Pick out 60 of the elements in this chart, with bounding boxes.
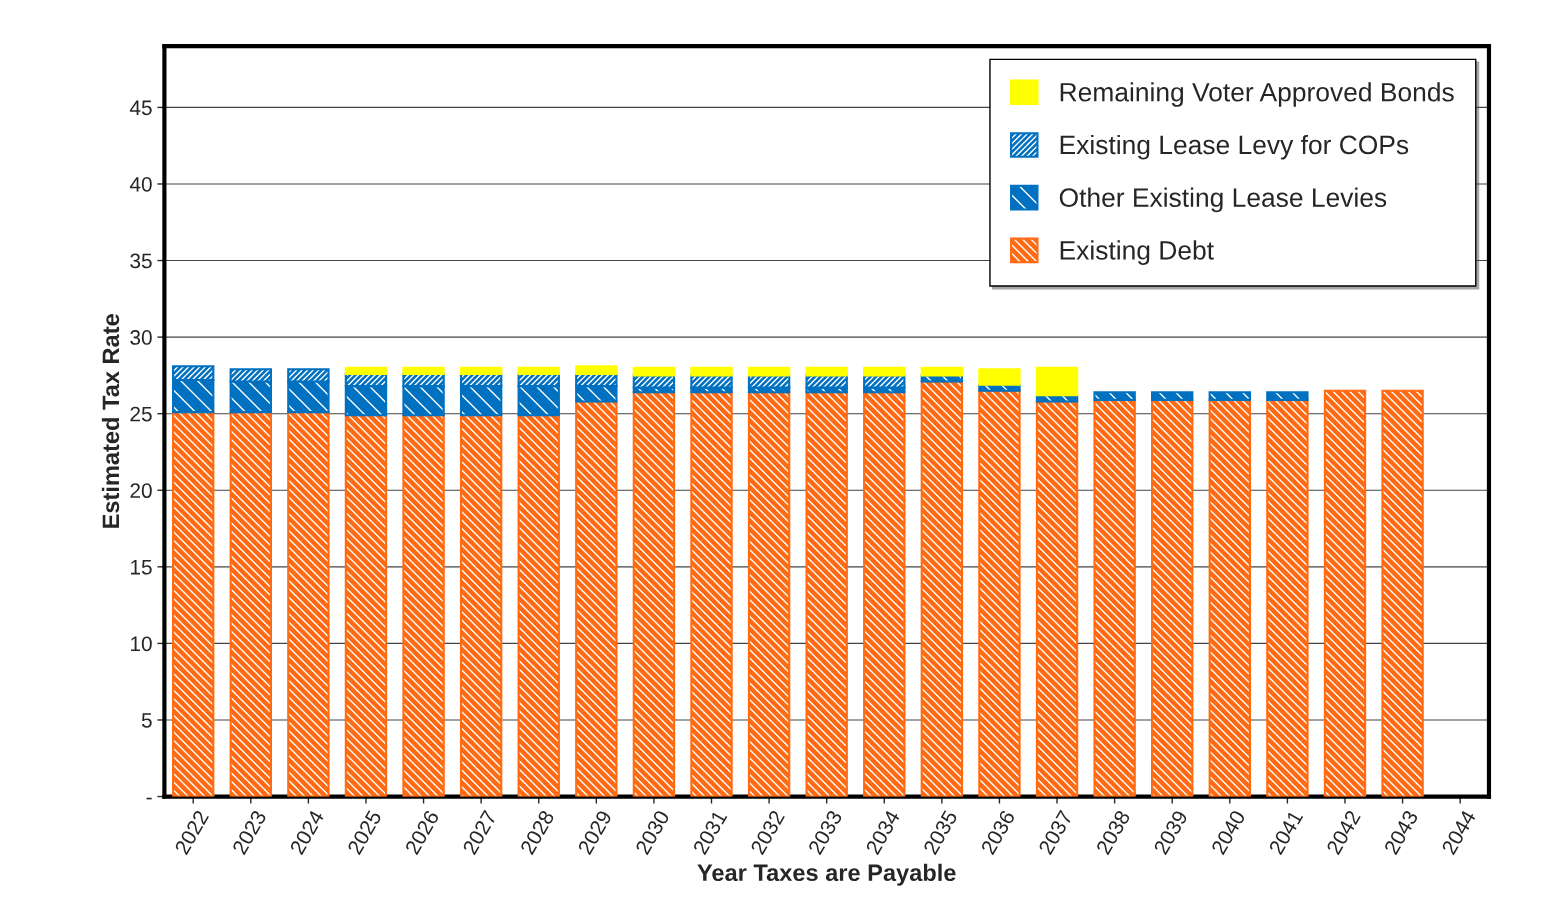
bar (344, 366, 388, 375)
bar (920, 366, 964, 377)
bar (863, 366, 906, 377)
bar (690, 374, 733, 389)
bar (1035, 366, 1079, 397)
bar (805, 366, 848, 377)
bar (575, 365, 618, 375)
bar (978, 368, 1021, 386)
legend-label: Existing Debt (1060, 240, 1214, 265)
bar (690, 391, 733, 797)
y-tick-label: 10 (131, 636, 152, 652)
y-axis-title: Estimated Tax Rate (101, 314, 120, 528)
bar (229, 411, 272, 797)
bar (1266, 391, 1309, 401)
y-tick-label: 15 (131, 560, 152, 575)
y-tick-label: - (146, 797, 152, 800)
y-tick-label: 35 (130, 253, 152, 269)
y-tick-label: 45 (129, 100, 152, 116)
bar (920, 380, 964, 797)
bar (344, 414, 388, 797)
bar (1093, 398, 1136, 797)
bar (1093, 391, 1136, 401)
x-axis-title: Year Taxes are Payable (697, 863, 956, 886)
bar (747, 374, 791, 389)
bar (1381, 389, 1424, 797)
bar (632, 391, 676, 797)
bar (805, 391, 848, 797)
bar (978, 389, 1021, 797)
legend-label: Other Existing Lease Levies (1059, 187, 1387, 213)
bar (1208, 391, 1251, 401)
bar (632, 366, 676, 377)
y-tick-label: 40 (129, 176, 152, 192)
bar (747, 366, 791, 377)
bar (1035, 400, 1079, 797)
bar (402, 366, 445, 375)
bar (1151, 398, 1194, 797)
bar (1151, 391, 1194, 401)
bar (690, 366, 733, 377)
legend-label: Existing Lease Levy for COPs (1060, 134, 1409, 160)
bar (805, 374, 848, 389)
bar (863, 374, 906, 389)
bar (172, 411, 215, 797)
y-tick-label: 25 (130, 406, 152, 422)
y-tick-label: 30 (130, 330, 152, 345)
legend-label: Remaining Voter Approved Bonds (1060, 82, 1454, 107)
bar (1266, 398, 1309, 797)
bar (287, 411, 330, 797)
bar (1323, 389, 1367, 797)
bar (402, 414, 445, 797)
bar (575, 400, 618, 797)
bar (863, 391, 906, 797)
bar (517, 414, 560, 797)
bar (1208, 398, 1251, 797)
bar (517, 366, 560, 375)
bar (459, 414, 503, 797)
y-tick-label: 5 (141, 713, 152, 728)
y-tick-label: 20 (130, 483, 152, 499)
bar (459, 366, 503, 375)
bar (632, 374, 676, 389)
bar (747, 391, 791, 797)
